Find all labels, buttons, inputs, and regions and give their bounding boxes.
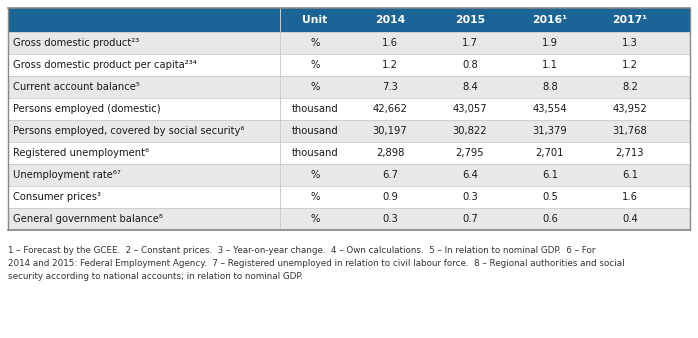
Text: 43,057: 43,057 xyxy=(453,104,487,114)
Text: 43,554: 43,554 xyxy=(533,104,567,114)
Text: Current account balance⁵: Current account balance⁵ xyxy=(13,82,140,92)
Text: 0.6: 0.6 xyxy=(542,214,558,224)
Bar xyxy=(8,54,690,76)
Text: Registered unemployment⁶: Registered unemployment⁶ xyxy=(13,148,149,158)
Text: 6.1: 6.1 xyxy=(542,170,558,180)
Text: %: % xyxy=(311,38,320,48)
Text: %: % xyxy=(311,170,320,180)
Bar xyxy=(8,208,690,230)
Bar xyxy=(8,76,690,98)
Text: 30,822: 30,822 xyxy=(453,126,487,136)
Text: 42,662: 42,662 xyxy=(373,104,408,114)
Text: 2,795: 2,795 xyxy=(456,148,484,158)
Text: thousand: thousand xyxy=(292,126,339,136)
Text: Gross domestic product per capita²³⁴: Gross domestic product per capita²³⁴ xyxy=(13,60,197,70)
Text: 31,379: 31,379 xyxy=(533,126,567,136)
Text: 0.4: 0.4 xyxy=(622,214,638,224)
Bar xyxy=(8,186,690,208)
Bar xyxy=(8,120,690,142)
Bar xyxy=(8,32,690,54)
Text: Consumer prices³: Consumer prices³ xyxy=(13,192,101,202)
Text: General government balance⁸: General government balance⁸ xyxy=(13,214,163,224)
Text: 2017¹: 2017¹ xyxy=(612,15,648,25)
Text: 2,713: 2,713 xyxy=(616,148,644,158)
Text: security according to national accounts; in relation to nominal GDP.: security according to national accounts;… xyxy=(8,272,303,282)
Text: thousand: thousand xyxy=(292,104,339,114)
Text: 6.1: 6.1 xyxy=(622,170,638,180)
Text: 8.2: 8.2 xyxy=(622,82,638,92)
Text: Persons employed, covered by social security⁶: Persons employed, covered by social secu… xyxy=(13,126,244,136)
Text: Persons employed (domestic): Persons employed (domestic) xyxy=(13,104,161,114)
Text: 1.2: 1.2 xyxy=(622,60,638,70)
Text: 1.9: 1.9 xyxy=(542,38,558,48)
Text: 2016¹: 2016¹ xyxy=(533,15,567,25)
Text: 2,701: 2,701 xyxy=(536,148,564,158)
Text: %: % xyxy=(311,214,320,224)
Text: 1.2: 1.2 xyxy=(382,60,398,70)
Text: 1 – Forecast by the GCEE.  2 – Constant prices.  3 – Year-on-year change.  4 – O: 1 – Forecast by the GCEE. 2 – Constant p… xyxy=(8,246,595,256)
Text: 2,898: 2,898 xyxy=(376,148,404,158)
Text: %: % xyxy=(311,82,320,92)
Bar xyxy=(8,142,690,164)
Text: Unit: Unit xyxy=(302,15,327,25)
Text: 0.3: 0.3 xyxy=(462,192,478,202)
Text: 8.8: 8.8 xyxy=(542,82,558,92)
Text: 1.3: 1.3 xyxy=(622,38,638,48)
Text: Unemployment rate⁶⁷: Unemployment rate⁶⁷ xyxy=(13,170,121,180)
Text: 0.3: 0.3 xyxy=(382,214,398,224)
Text: 6.4: 6.4 xyxy=(462,170,478,180)
Text: 0.5: 0.5 xyxy=(542,192,558,202)
Text: 0.8: 0.8 xyxy=(462,60,478,70)
Text: thousand: thousand xyxy=(292,148,339,158)
Text: %: % xyxy=(311,60,320,70)
Text: 1.6: 1.6 xyxy=(382,38,398,48)
Text: 7.3: 7.3 xyxy=(382,82,398,92)
Text: 1.1: 1.1 xyxy=(542,60,558,70)
Bar xyxy=(8,164,690,186)
Text: 30,197: 30,197 xyxy=(373,126,408,136)
Text: 8.4: 8.4 xyxy=(462,82,478,92)
Text: 2014 and 2015: Federal Employment Agency.  7 – Registered unemployed in relation: 2014 and 2015: Federal Employment Agency… xyxy=(8,259,625,268)
Text: 6.7: 6.7 xyxy=(382,170,398,180)
Bar xyxy=(8,98,690,120)
Text: 1.7: 1.7 xyxy=(462,38,478,48)
Text: Gross domestic product²³: Gross domestic product²³ xyxy=(13,38,139,48)
Text: %: % xyxy=(311,192,320,202)
Text: 2014: 2014 xyxy=(375,15,405,25)
Text: 0.7: 0.7 xyxy=(462,214,478,224)
Bar xyxy=(8,8,690,32)
Text: 1.6: 1.6 xyxy=(622,192,638,202)
Text: 43,952: 43,952 xyxy=(613,104,647,114)
Text: 0.9: 0.9 xyxy=(382,192,398,202)
Text: 2015: 2015 xyxy=(455,15,485,25)
Text: 31,768: 31,768 xyxy=(613,126,647,136)
